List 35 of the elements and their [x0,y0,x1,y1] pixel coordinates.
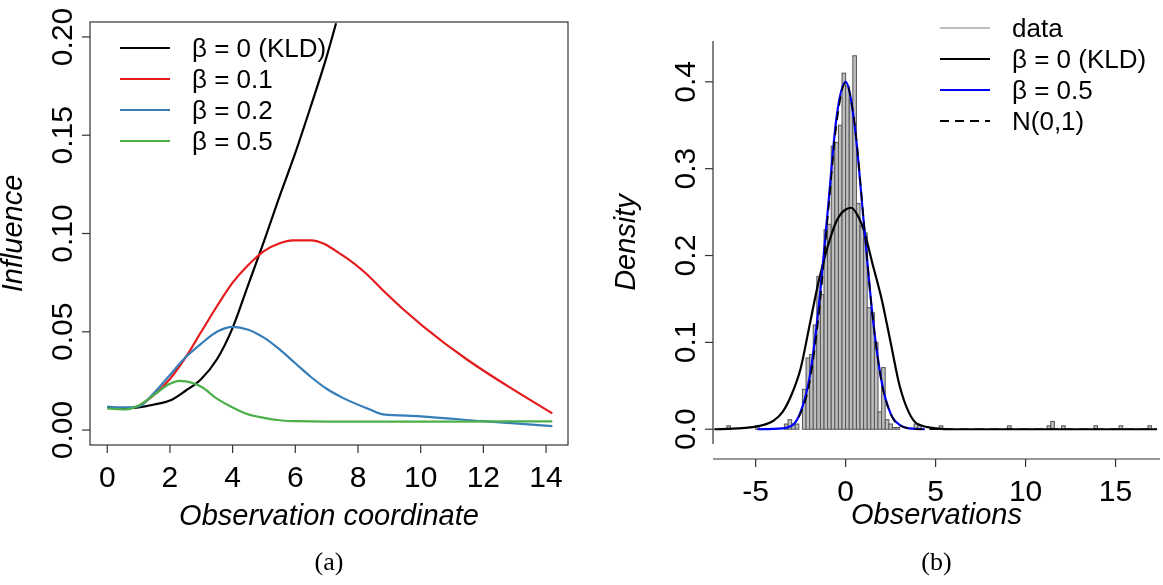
x-tick-label: 0 [98,460,116,493]
legend-label: β = 0 (KLD) [192,33,327,63]
y-tick-label: 0.05 [45,302,78,361]
y-tick-label: 0.4 [668,60,701,103]
y-tick-label: 0.1 [668,321,701,364]
x-tick-label: 12 [466,460,501,493]
x-tick-label: 0 [837,474,854,507]
legend-label: β = 0 (KLD) [1012,44,1147,74]
x-tick-label: 10 [403,460,438,493]
y-tick-label: 0.10 [45,204,78,263]
legend-label: N(0,1) [1012,106,1085,136]
x-tick-label: 4 [224,460,241,493]
y-axis-title: Density [609,192,641,291]
y-tick-label: 0.00 [45,400,78,460]
y-tick-label: 0.0 [668,408,701,451]
x-tick-label: 15 [1098,474,1133,507]
y-tick-label: 0.2 [668,234,701,277]
x-tick-label: 14 [529,460,563,493]
y-tick-label: 0.3 [668,147,701,190]
text: (a) [314,547,344,576]
y-axis-title: Influence [0,174,28,293]
x-tick-label: 8 [349,460,367,493]
legend-label: β = 0.1 [192,64,273,94]
legend-label: data [1012,13,1064,43]
x-tick-label: 10 [1008,474,1043,507]
x-axis-title: Observation coordinate [179,499,479,531]
legend-label: β = 0.5 [1012,75,1093,105]
y-tick-label: 0.20 [45,7,78,67]
x-tick-label: 6 [286,460,304,493]
text: (b) [921,547,952,576]
x-tick-label: -5 [742,474,769,507]
legend-label: β = 0.2 [192,95,273,125]
y-tick-label: 0.15 [45,106,78,165]
x-tick-label: 2 [161,460,179,493]
legend-label: β = 0.5 [192,126,273,156]
